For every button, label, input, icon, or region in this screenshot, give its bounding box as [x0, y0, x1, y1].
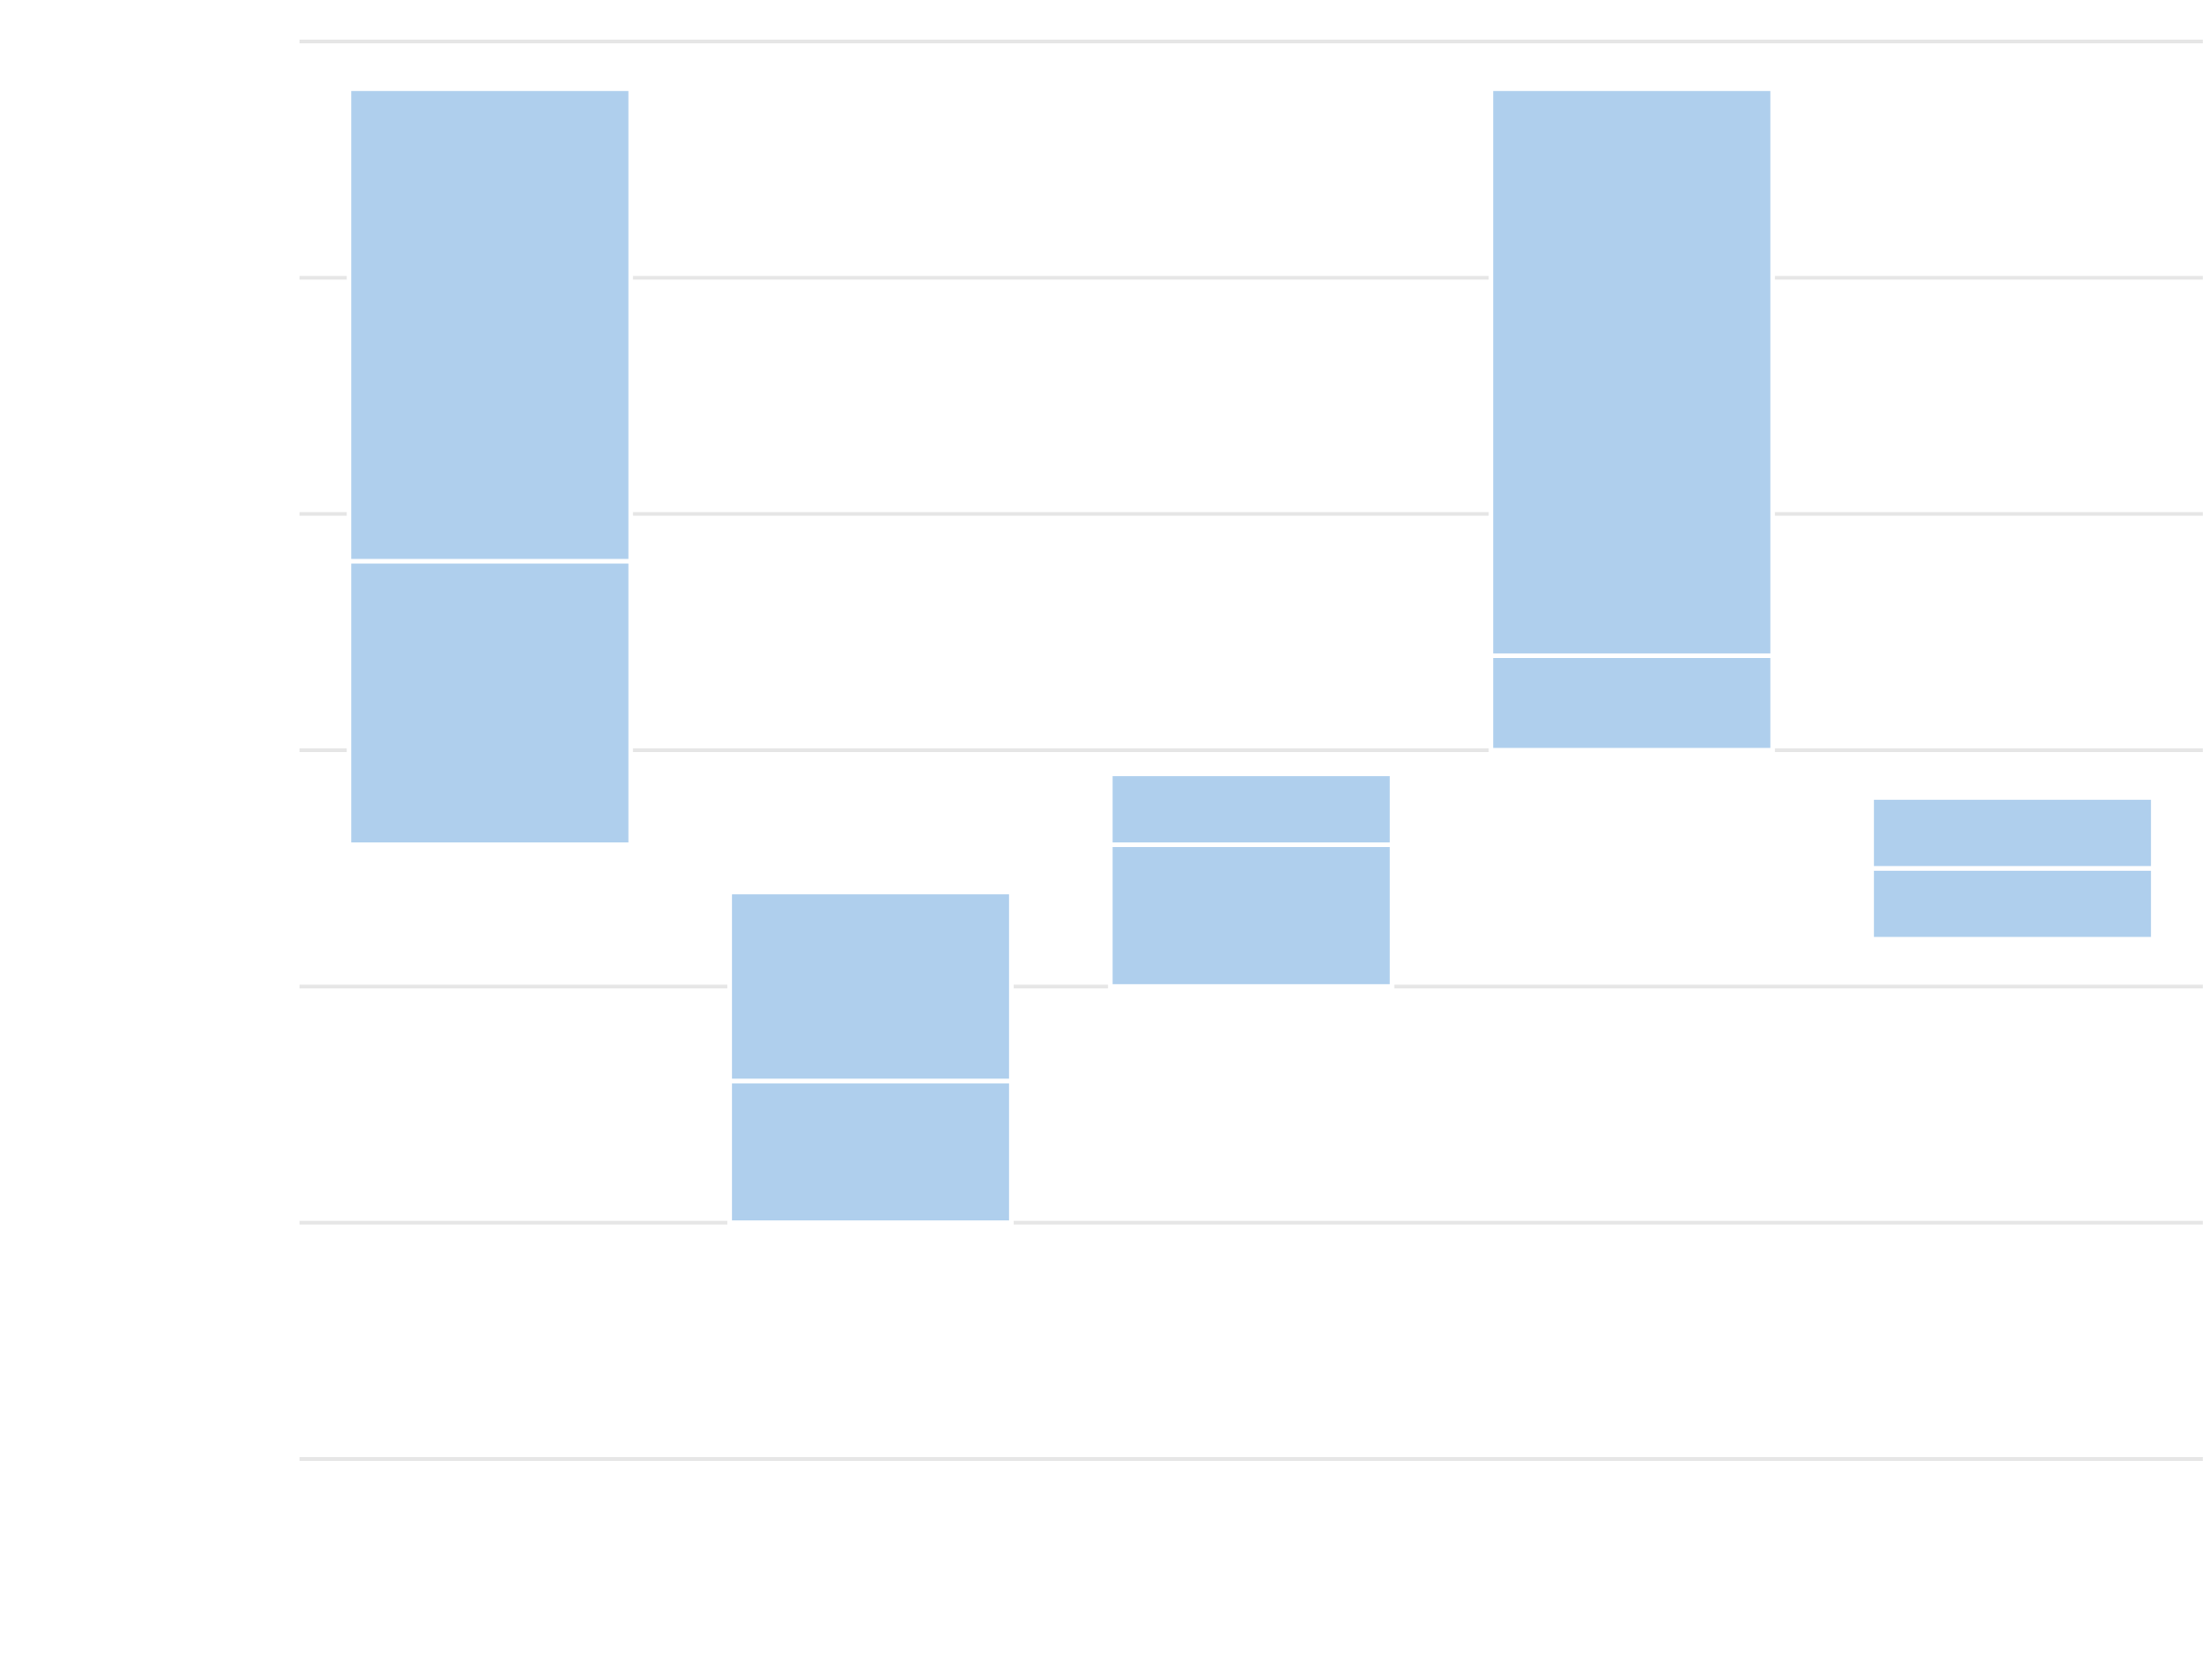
bar-3 — [1108, 771, 1394, 989]
bars — [347, 86, 2156, 1226]
bar-4 — [1488, 86, 1775, 753]
bar-1-segment-1 — [347, 559, 633, 848]
bar-2-segment-1 — [727, 1078, 1014, 1226]
bar-1-segment-2 — [347, 86, 633, 564]
bar-2-segment-2 — [727, 889, 1014, 1084]
bar-3-segment-1 — [1108, 842, 1394, 989]
bar-1 — [347, 86, 633, 848]
bar-4-segment-1 — [1488, 653, 1775, 753]
bar-5-segment-2 — [1869, 794, 2156, 871]
bar-2 — [727, 889, 1014, 1226]
bar-4-segment-2 — [1488, 86, 1775, 658]
bar-5 — [1869, 794, 2156, 942]
bar-3-segment-2 — [1108, 771, 1394, 848]
bar-5-segment-1 — [1869, 865, 2156, 942]
